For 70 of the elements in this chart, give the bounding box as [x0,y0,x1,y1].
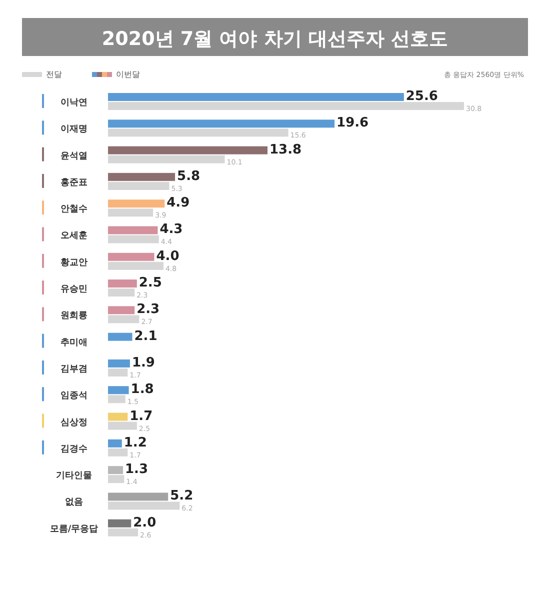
bar [108,93,404,101]
bar [108,386,129,394]
bar [108,332,132,341]
bar [108,395,126,404]
y-tick-label: 원희룡 [60,311,88,322]
y-tick-label: 이재명 [60,124,88,135]
y-tick-label: 기타인물 [56,471,92,482]
data-label: 2.1 [134,328,158,344]
bar [108,475,124,484]
bar [108,519,132,528]
data-label: 2.5 [138,276,162,291]
data-label: 19.6 [336,116,369,131]
data-label: 2.0 [133,515,156,530]
data-label: 1.7 [130,408,153,424]
bar [108,315,140,324]
data-label: 5.8 [177,168,200,184]
bar [108,252,154,261]
bar [108,262,164,270]
y-tick-label: 안철수 [60,204,88,215]
data-label: 1.9 [132,355,155,370]
y-tick-label: 윤석열 [60,151,88,162]
bar [108,359,130,368]
data-label: 2.3 [136,302,160,318]
y-tick-label: 홍준표 [60,178,88,188]
bar [108,235,159,244]
bar [108,128,288,137]
bar [108,182,170,190]
data-label: 4.9 [166,196,190,211]
data-label: 13.8 [270,142,302,158]
data-label: 1.3 [125,462,148,478]
data-label: 1.2 [124,435,147,450]
bar [108,146,268,154]
bar [108,306,135,314]
bar [108,502,180,510]
bar [108,200,165,208]
bar [108,102,464,110]
bar [108,412,128,421]
y-tick-label: 추미애 [60,338,88,348]
legend-label: 이번달 [116,70,140,79]
bar [108,448,128,456]
bar [108,120,335,128]
y-tick-label: 이낙연 [60,98,88,108]
y-tick-label: 김부겸 [60,364,88,374]
legend-label: 전달 [46,70,62,79]
y-tick-label: 김경수 [60,444,88,454]
data-label: 4.3 [160,222,183,238]
bar [108,368,128,376]
bar [108,172,176,181]
y-tick-label: 오세훈 [60,231,88,242]
bar [108,155,225,164]
bar [108,288,135,297]
y-tick-label: 모름/무응답 [50,524,98,534]
bar [108,466,124,474]
y-tick-label: 없음 [65,498,83,508]
y-tick-label: 심상정 [60,418,88,428]
data-label: 1.8 [130,382,154,398]
chart-title: 2020년 7월 여야 차기 대선주자 선호도 [102,28,448,50]
data-label: 25.6 [406,89,438,104]
bar [108,492,168,501]
bar [108,422,137,430]
y-tick-label: 임종석 [60,391,88,402]
bar [108,208,154,217]
data-label: 4.0 [156,248,180,264]
bar [108,226,158,234]
bar [108,280,137,288]
y-tick-label: 황교안 [60,258,88,268]
data-label: 5.2 [170,488,194,504]
y-tick-label: 유승민 [60,284,88,295]
bar [108,528,138,536]
bar [108,439,122,448]
